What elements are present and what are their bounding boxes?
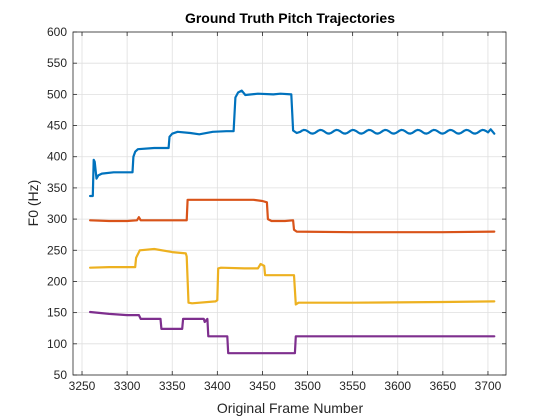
series-line-4 (89, 310, 496, 355)
x-axis-label: Original Frame Number (217, 400, 364, 416)
x-tick-label: 3550 (339, 379, 366, 393)
y-axis-label: F0 (Hz) (25, 180, 41, 227)
y-tick-label: 250 (47, 243, 67, 257)
series-line-1 (89, 89, 496, 198)
plot-frame (72, 31, 507, 376)
y-tick-label: 550 (47, 56, 67, 70)
series-group (89, 89, 496, 355)
y-tick-label: 100 (47, 337, 67, 351)
ticks: 3250 3300 3350 3400 3450 3500 3550 3600 3650 3700… (47, 25, 506, 393)
x-tick-label: 3700 (475, 379, 502, 393)
x-tick-label: 3250 (69, 379, 96, 393)
y-tick-label: 50 (54, 368, 68, 382)
x-tick-label: 3350 (159, 379, 186, 393)
x-tick-label: 3400 (204, 379, 231, 393)
x-tick-label: 3450 (249, 379, 276, 393)
y-tick-label: 200 (47, 274, 67, 288)
y-tick-label: 450 (47, 119, 67, 133)
x-tick-label: 3600 (384, 379, 411, 393)
chart-title: Ground Truth Pitch Trajectories (185, 10, 395, 26)
series-line-3 (89, 247, 496, 306)
x-tick-label: 3650 (430, 379, 457, 393)
series-line-2 (89, 198, 496, 234)
y-tick-label: 600 (47, 25, 67, 39)
y-tick-label: 300 (47, 212, 67, 226)
y-tick-label: 150 (47, 306, 67, 320)
y-tick-label: 350 (47, 181, 67, 195)
x-tick-label: 3500 (294, 379, 321, 393)
y-tick-label: 500 (47, 87, 67, 101)
x-tick-label: 3300 (114, 379, 141, 393)
y-tick-label: 400 (47, 150, 67, 164)
